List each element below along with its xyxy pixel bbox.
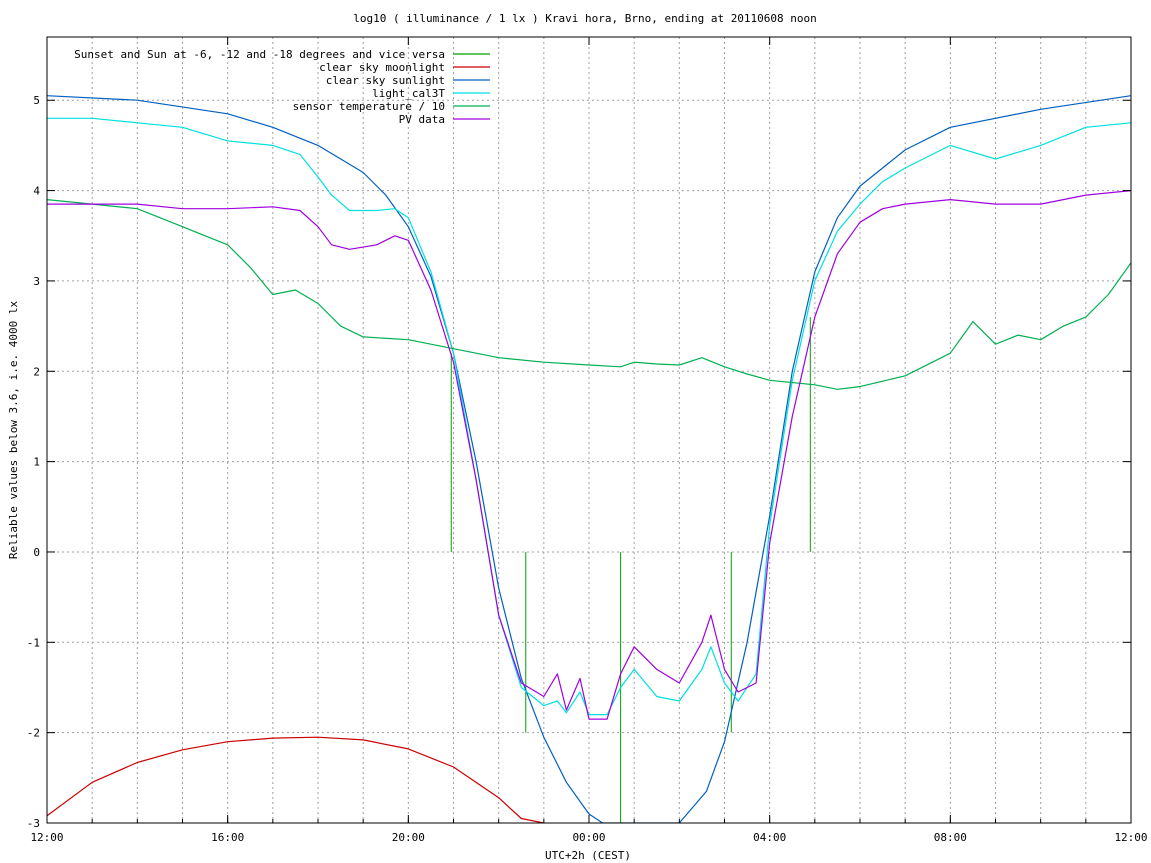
x-tick-label: 00:00 bbox=[572, 831, 605, 844]
y-tick-label: 5 bbox=[33, 94, 40, 107]
axis-ticks: 12:00 16:00 20:00 00:00 04:00 08:00 12:00-3-2-… bbox=[27, 37, 1148, 844]
legend: Sunset and Sun at -6, -12 and -18 degree… bbox=[74, 48, 490, 126]
grid bbox=[47, 37, 1131, 823]
plot-series bbox=[47, 95, 1131, 823]
y-tick-label: 2 bbox=[33, 365, 40, 378]
x-tick-label: 12:00 bbox=[30, 831, 63, 844]
series-pv-data-line bbox=[47, 190, 1131, 720]
series-clear-sky-sunlight-line bbox=[47, 95, 1131, 823]
y-tick-label: 4 bbox=[33, 185, 40, 198]
legend-label-pv-data: PV data bbox=[399, 113, 445, 126]
y-tick-label: -2 bbox=[27, 727, 40, 740]
y-tick-label: 1 bbox=[33, 456, 40, 469]
plot-frame bbox=[46, 36, 1132, 824]
x-tick-label: 08:00 bbox=[934, 831, 967, 844]
legend-label-clear-sky-moonlight: clear sky moonlight bbox=[319, 61, 445, 74]
legend-label-light-cal3t: light_cal3T bbox=[372, 87, 445, 100]
y-tick-label: 3 bbox=[33, 275, 40, 288]
x-tick-label: 12:00 bbox=[1114, 831, 1147, 844]
x-tick-label: 20:00 bbox=[392, 831, 425, 844]
y-tick-label: 0 bbox=[33, 546, 40, 559]
y-tick-label: -1 bbox=[27, 636, 40, 649]
chart-title: log10 ( illuminance / 1 lx ) Kravi hora,… bbox=[353, 12, 817, 25]
y-tick-label: -3 bbox=[27, 817, 40, 830]
x-tick-label: 16:00 bbox=[211, 831, 244, 844]
legend-label-clear-sky-sunlight: clear sky sunlight bbox=[326, 74, 445, 87]
series-light-cal3t-line bbox=[47, 117, 1131, 716]
series-sensor-temperature-10-line bbox=[47, 199, 1131, 390]
y-axis-label: Reliable values below 3.6, i.e. 4000 lx bbox=[7, 300, 20, 559]
legend-label-sunset-and-sun-at-6-12-and-18-degrees-and-vice-versa: Sunset and Sun at -6, -12 and -18 degree… bbox=[74, 48, 445, 61]
x-axis-label: UTC+2h (CEST) bbox=[545, 849, 631, 862]
legend-label-sensor-temperature-10: sensor temperature / 10 bbox=[293, 100, 445, 113]
x-tick-label: 04:00 bbox=[753, 831, 786, 844]
series-clear-sky-moonlight-line bbox=[47, 736, 544, 823]
